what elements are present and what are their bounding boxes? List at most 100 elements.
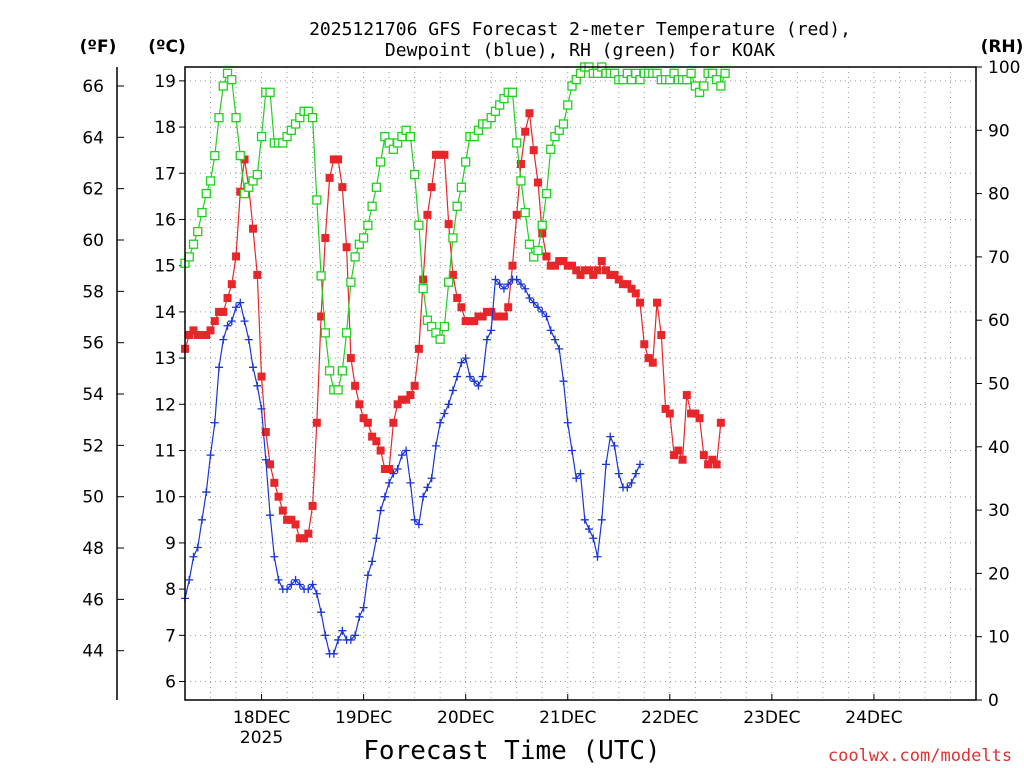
temperature-point: [648, 358, 657, 367]
temperature-point: [436, 150, 445, 159]
rh-point: [307, 112, 318, 123]
rh-tick-label: 60: [988, 311, 1010, 331]
dewpoint-point: [380, 492, 389, 501]
dewpoint-point: [253, 381, 262, 390]
celsius-tick-label: 9: [165, 534, 176, 554]
temperature-point: [278, 506, 287, 515]
fahrenheit-tick-label: 56: [82, 334, 104, 354]
x-tick-label: 22DEC: [641, 708, 698, 728]
dewpoint-point: [567, 446, 576, 455]
temperature-point: [546, 261, 555, 270]
temperature-line: [184, 113, 722, 539]
temperature-point: [274, 492, 283, 501]
unit-label-rh: (RH): [981, 37, 1024, 57]
temperature-point: [402, 395, 411, 404]
dewpoint-point: [431, 441, 440, 450]
dewpoint-point: [538, 307, 547, 316]
temperature-point: [393, 400, 402, 409]
dewpoint-point: [308, 580, 317, 589]
rh-tick-label: 70: [988, 248, 1010, 268]
temperature-point: [610, 270, 619, 279]
temperature-point: [538, 229, 547, 238]
temperature-point: [270, 478, 279, 487]
rh-point: [512, 138, 522, 148]
rh-point: [461, 157, 471, 167]
dewpoint-point: [206, 451, 215, 460]
temperature-point: [202, 330, 211, 339]
temperature-point: [397, 395, 406, 404]
celsius-tick-label: 7: [165, 626, 176, 646]
rh-point: [201, 188, 211, 199]
rh-point: [524, 239, 535, 249]
dewpoint-point: [236, 298, 245, 307]
fahrenheit-tick-label: 46: [82, 590, 104, 610]
temperature-point: [682, 391, 691, 400]
temperature-point: [542, 252, 551, 261]
temperature-point: [291, 520, 300, 529]
dewpoint-point: [585, 525, 594, 534]
dewpoint-point: [448, 386, 457, 395]
dewpoint-point: [542, 312, 551, 321]
rh-point: [405, 131, 416, 142]
rh-point: [541, 188, 552, 199]
fahrenheit-tick-label: 66: [82, 77, 104, 97]
temperature-point: [376, 446, 385, 455]
celsius-tick-label: 19: [154, 72, 176, 92]
dewpoint-point: [559, 377, 568, 386]
dewpoint-point: [193, 543, 202, 552]
dewpoint-point: [402, 446, 411, 455]
temperature-point: [661, 404, 670, 413]
dewpoint-point: [602, 460, 611, 469]
credit-text: coolwx.com/modelts: [828, 746, 1012, 766]
rh-point: [435, 334, 445, 344]
temperature-point: [253, 270, 262, 279]
temperature-point: [414, 344, 423, 353]
temperature-point: [223, 294, 232, 303]
temperature-point: [567, 261, 576, 270]
dewpoint-point: [533, 303, 542, 312]
dewpoint-point: [423, 483, 432, 492]
temperature-point: [495, 312, 504, 321]
celsius-tick-label: 6: [165, 673, 176, 693]
temperature-point: [504, 303, 513, 312]
dewpoint-point: [393, 464, 402, 473]
rh-point: [218, 81, 228, 91]
x-tick-sublabel: 2025: [240, 728, 283, 748]
temperature-point: [521, 127, 530, 136]
x-tick-label: 18DEC: [233, 708, 290, 728]
rh-point: [537, 220, 547, 230]
dewpoint-point: [244, 335, 253, 344]
rh-tick-label: 0: [988, 691, 999, 711]
temperature-point: [487, 307, 496, 316]
rh-point: [375, 157, 386, 167]
temperature-point: [300, 534, 309, 543]
dewpoint-point: [304, 585, 313, 594]
temperature-point: [619, 280, 628, 289]
dewpoint-point: [623, 483, 632, 492]
temperature-point: [453, 294, 462, 303]
temperature-point: [232, 252, 241, 261]
temperature-point: [678, 455, 687, 464]
temperature-point: [627, 284, 636, 293]
temperature-point: [525, 109, 534, 118]
temperature-point: [321, 233, 330, 242]
dewpoint-point: [614, 469, 623, 478]
dewpoint-point: [334, 635, 343, 644]
dewpoint-point: [223, 321, 232, 330]
rh-point: [316, 271, 326, 281]
rh-point: [516, 176, 526, 186]
dewpoint-point: [636, 460, 645, 469]
dewpoint-point: [274, 575, 283, 584]
rh-point: [444, 277, 454, 287]
dewpoint-point: [312, 589, 321, 598]
dewpoint-point: [372, 534, 381, 543]
temperature-point: [266, 460, 275, 469]
dewpoint-point: [240, 317, 249, 326]
fahrenheit-tick-label: 58: [82, 282, 104, 302]
rh-point: [371, 182, 382, 192]
rh-point: [414, 220, 424, 230]
temperature-point: [283, 515, 292, 524]
dewpoint-point: [291, 575, 300, 584]
temperature-point: [423, 210, 432, 219]
unit-label-fahrenheit: (ºF): [80, 37, 117, 57]
